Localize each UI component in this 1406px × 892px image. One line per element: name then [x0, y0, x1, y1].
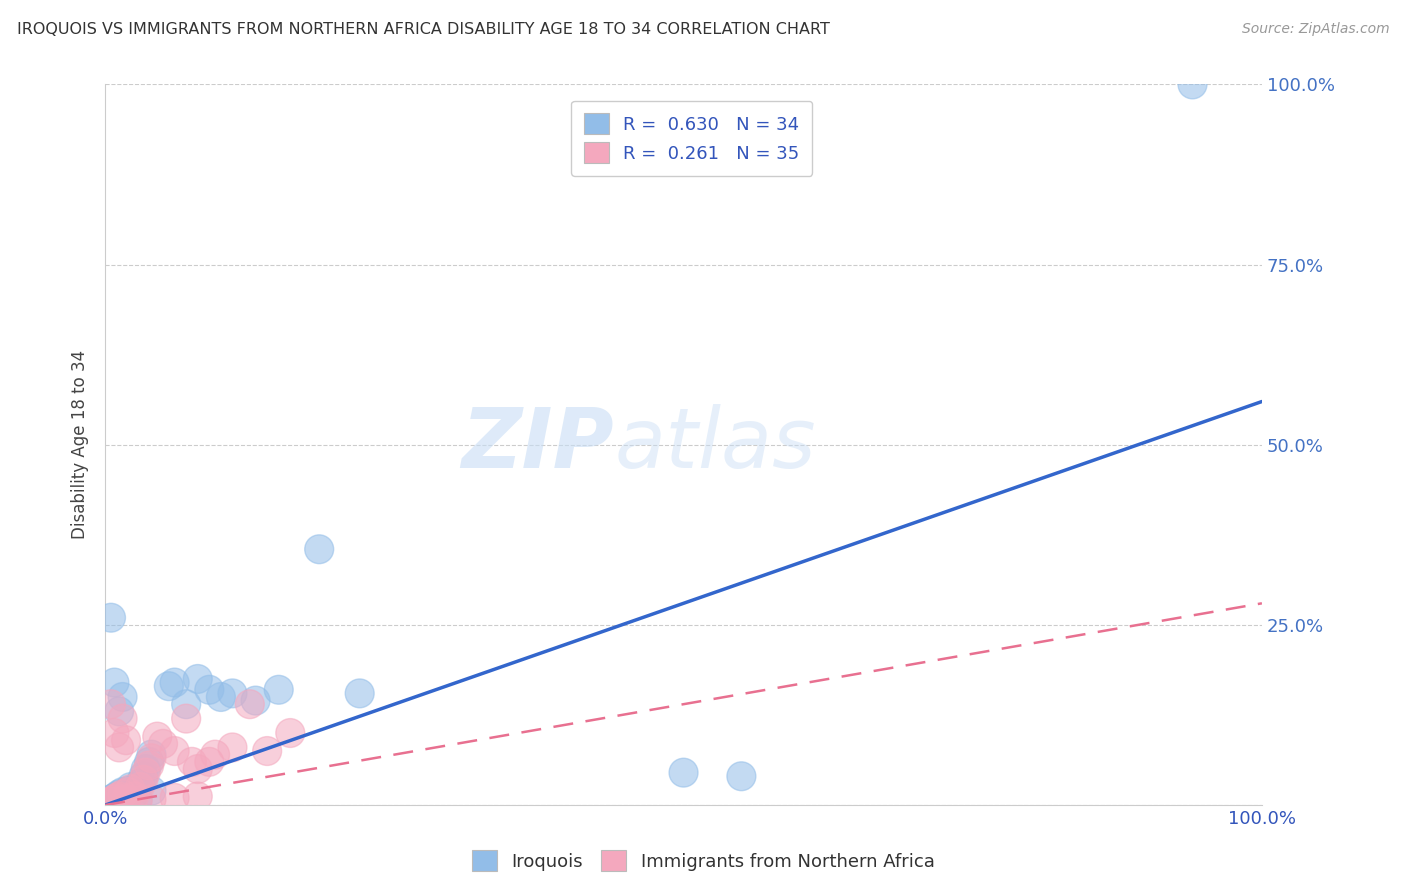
Ellipse shape [207, 682, 235, 712]
Ellipse shape [276, 719, 305, 747]
Ellipse shape [136, 744, 166, 772]
Ellipse shape [100, 783, 129, 813]
Ellipse shape [201, 740, 229, 769]
Ellipse shape [195, 747, 224, 776]
Text: ZIP: ZIP [461, 404, 614, 485]
Ellipse shape [346, 679, 374, 707]
Ellipse shape [136, 740, 166, 769]
Ellipse shape [108, 682, 136, 712]
Ellipse shape [104, 697, 134, 726]
Ellipse shape [305, 535, 333, 564]
Ellipse shape [131, 758, 160, 787]
Ellipse shape [135, 747, 163, 776]
Ellipse shape [183, 665, 212, 693]
Ellipse shape [120, 782, 149, 811]
Text: IROQUOIS VS IMMIGRANTS FROM NORTHERN AFRICA DISABILITY AGE 18 TO 34 CORRELATION : IROQUOIS VS IMMIGRANTS FROM NORTHERN AFR… [17, 22, 830, 37]
Ellipse shape [103, 783, 131, 813]
Ellipse shape [120, 780, 149, 809]
Ellipse shape [177, 747, 207, 776]
Ellipse shape [195, 675, 224, 704]
Legend: Iroquois, Immigrants from Northern Africa: Iroquois, Immigrants from Northern Afric… [464, 843, 942, 879]
Ellipse shape [108, 704, 136, 733]
Ellipse shape [103, 782, 131, 811]
Ellipse shape [117, 772, 145, 802]
Ellipse shape [253, 737, 281, 765]
Ellipse shape [117, 775, 145, 804]
Text: Source: ZipAtlas.com: Source: ZipAtlas.com [1241, 22, 1389, 37]
Ellipse shape [114, 778, 143, 806]
Ellipse shape [135, 751, 163, 780]
Ellipse shape [669, 758, 697, 787]
Ellipse shape [235, 690, 264, 719]
Ellipse shape [131, 755, 160, 783]
Ellipse shape [160, 783, 188, 813]
Ellipse shape [97, 603, 125, 632]
Ellipse shape [264, 675, 294, 704]
Ellipse shape [100, 719, 129, 747]
Ellipse shape [100, 785, 129, 814]
Ellipse shape [111, 785, 141, 814]
Ellipse shape [129, 765, 157, 794]
Ellipse shape [108, 780, 136, 809]
Ellipse shape [149, 730, 177, 758]
Ellipse shape [97, 787, 125, 816]
Ellipse shape [104, 780, 134, 809]
Ellipse shape [143, 723, 172, 751]
Ellipse shape [104, 782, 134, 811]
Ellipse shape [136, 785, 166, 814]
Text: atlas: atlas [614, 404, 815, 485]
Legend: R =  0.630   N = 34, R =  0.261   N = 35: R = 0.630 N = 34, R = 0.261 N = 35 [571, 101, 813, 176]
Ellipse shape [160, 737, 188, 765]
Ellipse shape [100, 668, 129, 697]
Ellipse shape [125, 769, 155, 797]
Ellipse shape [240, 686, 270, 715]
Ellipse shape [129, 762, 157, 790]
Ellipse shape [104, 733, 134, 762]
Y-axis label: Disability Age 18 to 34: Disability Age 18 to 34 [72, 351, 89, 540]
Ellipse shape [136, 776, 166, 805]
Ellipse shape [1178, 70, 1206, 99]
Ellipse shape [218, 679, 247, 707]
Ellipse shape [125, 772, 155, 802]
Ellipse shape [172, 690, 201, 719]
Ellipse shape [160, 668, 188, 697]
Ellipse shape [111, 783, 141, 813]
Ellipse shape [183, 755, 212, 783]
Ellipse shape [114, 776, 143, 805]
Ellipse shape [183, 782, 212, 811]
Ellipse shape [97, 690, 125, 719]
Ellipse shape [727, 762, 756, 790]
Ellipse shape [172, 704, 201, 733]
Ellipse shape [218, 733, 247, 762]
Ellipse shape [97, 785, 125, 814]
Ellipse shape [155, 672, 183, 700]
Ellipse shape [124, 785, 152, 814]
Ellipse shape [111, 726, 141, 755]
Ellipse shape [124, 787, 152, 815]
Ellipse shape [108, 778, 136, 806]
